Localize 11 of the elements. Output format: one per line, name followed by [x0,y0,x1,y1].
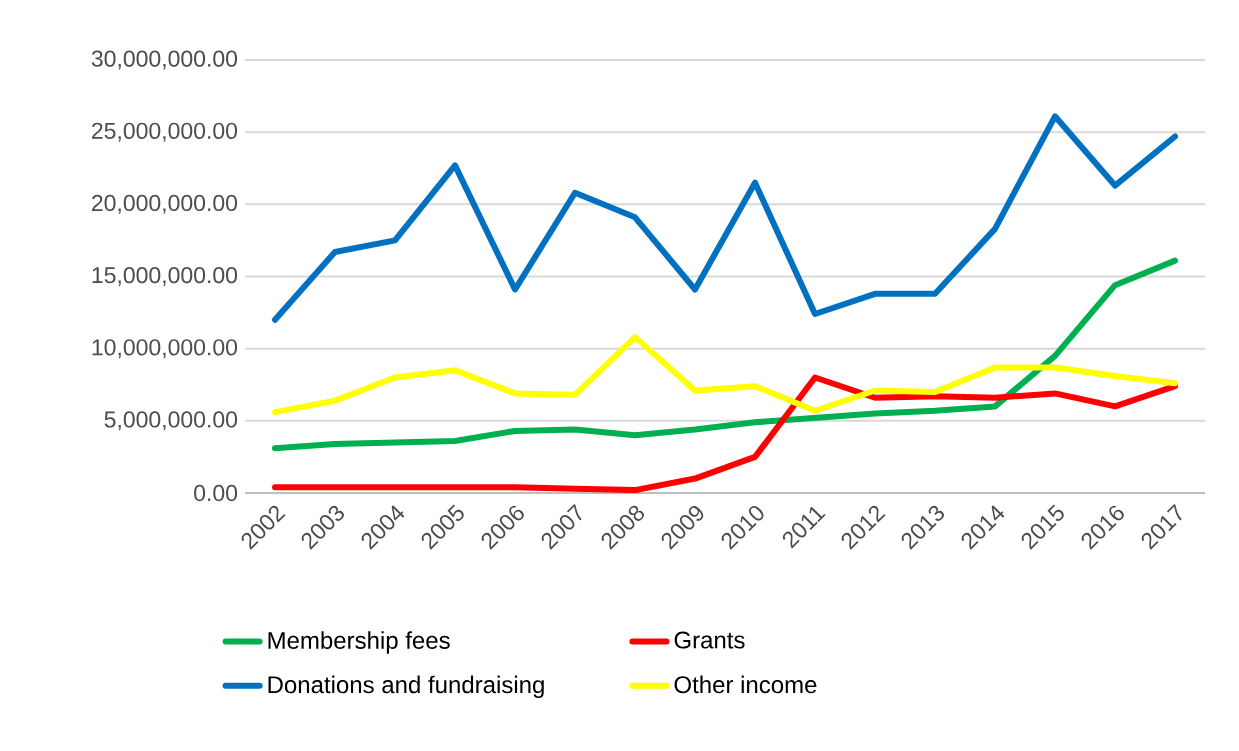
legend-label: Membership fees [268,631,450,654]
legend-label: Donations and fundraising [268,675,544,698]
y-tick-label: 25,000,000.00 [92,122,238,142]
legend-label: Other income [674,675,817,694]
y-tick-label: 20,000,000.00 [92,194,238,214]
y-tick-label: 30,000,000.00 [91,50,238,70]
y-tick-label: 5,000,000.00 [104,411,238,431]
legend-label: Grants [674,631,745,649]
y-tick-label: 0.00 [194,484,238,502]
y-tick-label: 15,000,000.00 [92,266,238,286]
y-tick-label: 10,000,000.00 [92,339,238,359]
